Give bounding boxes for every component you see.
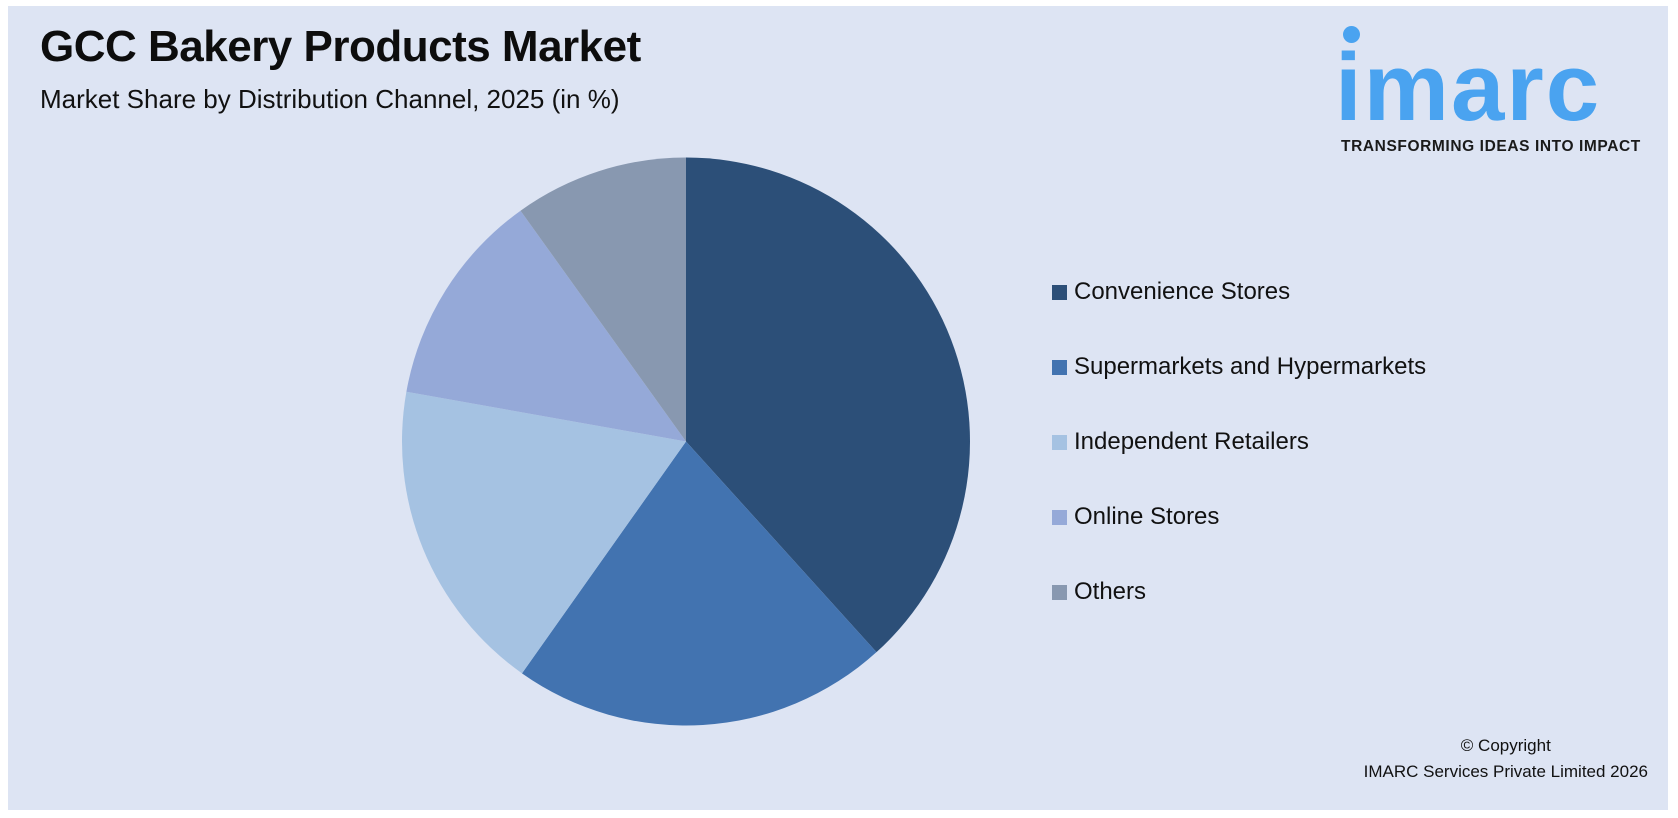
copyright-line-2: IMARC Services Private Limited 2026 xyxy=(1363,762,1648,781)
legend-label: Independent Retailers xyxy=(1074,428,1309,455)
chart-legend: Convenience Stores Supermarkets and Hype… xyxy=(1052,277,1426,652)
legend-label: Convenience Stores xyxy=(1074,278,1291,305)
pie-slice-supermarkets-and-hypermarkets xyxy=(521,441,877,726)
legend-label: Online Stores xyxy=(1074,503,1220,530)
pie-slice-others xyxy=(520,157,686,442)
pie-slice-convenience-stores xyxy=(686,157,970,653)
legend-swatch xyxy=(1052,359,1067,375)
pie-slice-independent-retailers xyxy=(402,391,686,674)
logo-tagline: TRANSFORMING IDEAS INTO IMPACT xyxy=(1341,138,1641,155)
legend-swatch xyxy=(1052,284,1067,300)
legend-item: Online Stores xyxy=(1052,502,1426,532)
logo-wordmark: imarc xyxy=(1335,34,1602,141)
legend-swatch xyxy=(1052,509,1067,525)
legend-label: Supermarkets and Hypermarkets xyxy=(1074,353,1427,380)
legend-item: Others xyxy=(1052,577,1426,607)
pie-slice-online-stores xyxy=(406,210,686,442)
legend-swatch xyxy=(1052,584,1067,600)
legend-item: Independent Retailers xyxy=(1052,427,1426,457)
legend-item: Convenience Stores xyxy=(1052,277,1426,307)
imarc-logo: imarc TRANSFORMING IDEAS INTO IMPACT xyxy=(1325,18,1665,158)
legend-item: Supermarkets and Hypermarkets xyxy=(1052,352,1426,382)
copyright-line-1: © Copyright xyxy=(1460,736,1551,755)
copyright-notice: © Copyright IMARC Services Private Limit… xyxy=(1364,733,1648,785)
legend-label: Others xyxy=(1074,578,1147,605)
chart-title: GCC Bakery Products Market xyxy=(40,22,641,71)
legend-swatch xyxy=(1052,434,1067,450)
logo-dot-icon xyxy=(1343,26,1360,43)
chart-subtitle: Market Share by Distribution Channel, 20… xyxy=(40,84,620,114)
